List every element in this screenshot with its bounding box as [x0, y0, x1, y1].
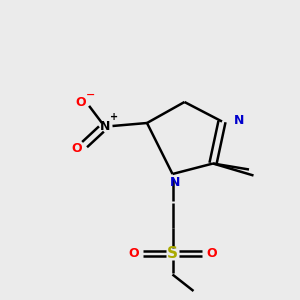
Text: −: − [86, 89, 96, 100]
Text: O: O [206, 247, 217, 260]
Text: O: O [71, 142, 82, 155]
Text: N: N [100, 119, 110, 133]
Text: +: + [110, 112, 118, 122]
Text: O: O [76, 95, 86, 109]
Text: S: S [167, 246, 178, 261]
Text: N: N [170, 176, 180, 189]
Text: O: O [128, 247, 139, 260]
Text: N: N [233, 113, 244, 127]
